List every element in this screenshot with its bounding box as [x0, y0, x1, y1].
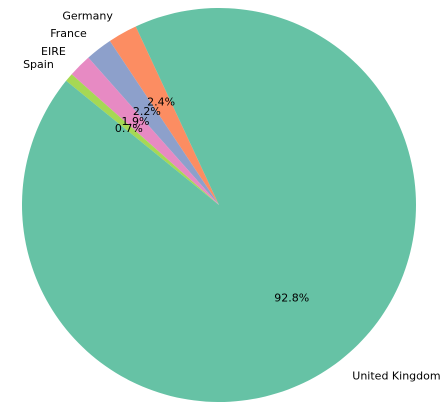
- pie-slice-germany: [109, 26, 219, 205]
- percent-label-france: 2.2%: [133, 105, 161, 118]
- category-label-germany: Germany: [62, 10, 113, 23]
- pie-slice-united-kingdom: [22, 7, 416, 402]
- pie-slice-spain: [66, 74, 219, 205]
- percent-label-united-kingdom: 92.8%: [274, 292, 309, 305]
- percent-label-spain: 0.7%: [115, 122, 143, 135]
- percent-labels: 2.4%2.2%1.9%0.7% 92.8%: [115, 95, 309, 304]
- pie-slice-eire: [71, 57, 219, 206]
- percent-label-eire: 1.9%: [121, 115, 149, 128]
- pie-slice-france: [88, 40, 219, 206]
- category-label-france: France: [50, 27, 87, 40]
- category-label-united-kingdom: United Kingdom: [352, 369, 440, 382]
- pie-slices: [22, 7, 416, 402]
- category-label-spain: Spain: [23, 58, 54, 71]
- percent-label-germany: 2.4%: [147, 95, 175, 108]
- category-label-eire: EIRE: [41, 45, 66, 58]
